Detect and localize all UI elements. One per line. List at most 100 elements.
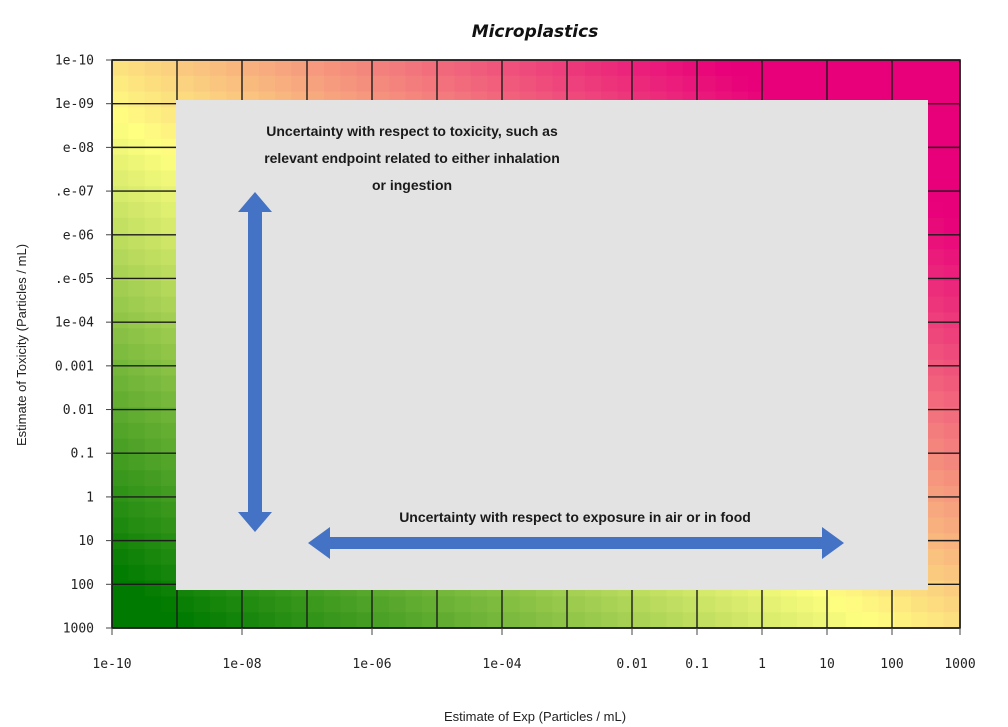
heatmap-cell bbox=[128, 375, 146, 392]
heatmap-cell bbox=[112, 123, 129, 140]
heatmap-cell bbox=[128, 438, 146, 456]
heatmap-cell bbox=[748, 596, 765, 613]
heatmap-cell bbox=[112, 186, 129, 203]
heatmap-cell bbox=[666, 75, 684, 93]
heatmap-cell bbox=[193, 596, 211, 613]
heatmap-cell bbox=[731, 75, 749, 93]
heatmap-cell bbox=[862, 612, 880, 629]
heatmap-cell bbox=[193, 60, 211, 77]
heatmap-cell bbox=[666, 60, 684, 77]
heatmap-cell bbox=[372, 596, 390, 613]
heatmap-cell bbox=[177, 60, 195, 77]
heatmap-cell bbox=[144, 75, 162, 93]
heatmap-cell bbox=[878, 612, 896, 629]
heatmap-cell bbox=[112, 296, 129, 314]
heatmap-cell bbox=[519, 60, 537, 77]
heatmap-cell bbox=[536, 75, 553, 93]
heatmap-cell bbox=[128, 328, 146, 345]
heatmap-cell bbox=[715, 75, 733, 93]
heatmap-cell bbox=[128, 533, 146, 550]
heatmap-cell bbox=[601, 60, 619, 77]
heatmap-cell bbox=[275, 60, 292, 77]
heatmap-cell bbox=[568, 612, 586, 629]
heatmap-cell bbox=[454, 60, 472, 77]
heatmap-cell bbox=[160, 186, 178, 203]
heatmap-cell bbox=[699, 596, 716, 613]
heatmap-cell bbox=[927, 391, 945, 408]
toxicity-note-line-3: or ingestion bbox=[372, 177, 452, 193]
toxicity-uncertainty-arrow bbox=[238, 192, 272, 532]
heatmap-cell bbox=[927, 533, 945, 550]
heatmap-cell bbox=[112, 564, 129, 582]
heatmap-cell bbox=[470, 60, 488, 77]
heatmap-cell bbox=[584, 75, 602, 93]
heatmap-cell bbox=[193, 75, 211, 93]
heatmap-cell bbox=[160, 375, 178, 392]
heatmap-cell bbox=[568, 60, 586, 77]
heatmap-cell bbox=[927, 249, 945, 266]
heatmap-cell bbox=[927, 422, 945, 440]
heatmap-cell bbox=[552, 60, 570, 77]
heatmap-cell bbox=[144, 107, 162, 124]
heatmap-cell bbox=[160, 501, 178, 519]
heatmap-cell bbox=[943, 517, 961, 534]
heatmap-cell bbox=[177, 612, 195, 629]
heatmap-cell bbox=[454, 75, 472, 93]
heatmap-cell bbox=[943, 123, 961, 140]
y-tick-label: 1 bbox=[86, 490, 94, 505]
heatmap-cell bbox=[209, 596, 227, 613]
heatmap-cell bbox=[943, 217, 961, 235]
heatmap-cell bbox=[112, 612, 129, 629]
heatmap-cell bbox=[128, 549, 146, 566]
heatmap-cell bbox=[943, 265, 961, 282]
heatmap-cell bbox=[927, 549, 945, 566]
heatmap-cell bbox=[927, 407, 945, 424]
heatmap-cell bbox=[144, 186, 162, 203]
heatmap-cell bbox=[144, 344, 162, 361]
heatmap-cell bbox=[601, 612, 619, 629]
y-tick-label: 0.1 bbox=[71, 447, 94, 462]
heatmap-cell bbox=[584, 596, 602, 613]
heatmap-cell bbox=[943, 407, 961, 424]
heatmap-cell bbox=[144, 612, 162, 629]
heatmap-cell bbox=[584, 60, 602, 77]
heatmap-cell bbox=[144, 407, 162, 424]
heatmap-cell bbox=[144, 454, 162, 471]
heatmap-cell bbox=[128, 344, 146, 361]
heatmap-cell bbox=[128, 202, 146, 219]
heatmap-cell bbox=[160, 486, 178, 503]
heatmap-cell bbox=[845, 75, 863, 93]
heatmap-cell bbox=[552, 596, 570, 613]
heatmap-cell bbox=[128, 91, 146, 108]
heatmap-cell bbox=[487, 596, 504, 613]
heatmap-cell bbox=[487, 75, 504, 93]
heatmap-cell bbox=[748, 612, 765, 629]
heatmap-cell bbox=[470, 596, 488, 613]
heatmap-cell bbox=[160, 249, 178, 266]
heatmap-cell bbox=[112, 60, 129, 77]
heatmap-cell bbox=[112, 217, 129, 235]
heatmap-cell bbox=[160, 549, 178, 566]
heatmap-cell bbox=[144, 91, 162, 108]
heatmap-cell bbox=[144, 533, 162, 550]
heatmap-cell bbox=[650, 75, 668, 93]
heatmap-cell bbox=[160, 170, 178, 187]
heatmap-cell bbox=[943, 486, 961, 503]
heatmap-cell bbox=[144, 375, 162, 392]
heatmap-cell bbox=[405, 60, 423, 77]
heatmap-cell bbox=[438, 612, 456, 629]
x-tick-label: 10 bbox=[819, 657, 835, 672]
heatmap-cell bbox=[128, 107, 146, 124]
heatmap-cell bbox=[829, 612, 847, 629]
heatmap-cell bbox=[699, 75, 716, 93]
heatmap-cell bbox=[128, 217, 146, 235]
heatmap-cell bbox=[487, 60, 504, 77]
heatmap-cell bbox=[845, 596, 863, 613]
heatmap-cell bbox=[927, 280, 945, 298]
heatmap-cell bbox=[927, 312, 945, 329]
heatmap-cell bbox=[112, 549, 129, 566]
heatmap-cell bbox=[160, 564, 178, 582]
heatmap-cell bbox=[258, 75, 276, 93]
heatmap-cell bbox=[682, 60, 700, 77]
heatmap-cell bbox=[927, 91, 945, 108]
